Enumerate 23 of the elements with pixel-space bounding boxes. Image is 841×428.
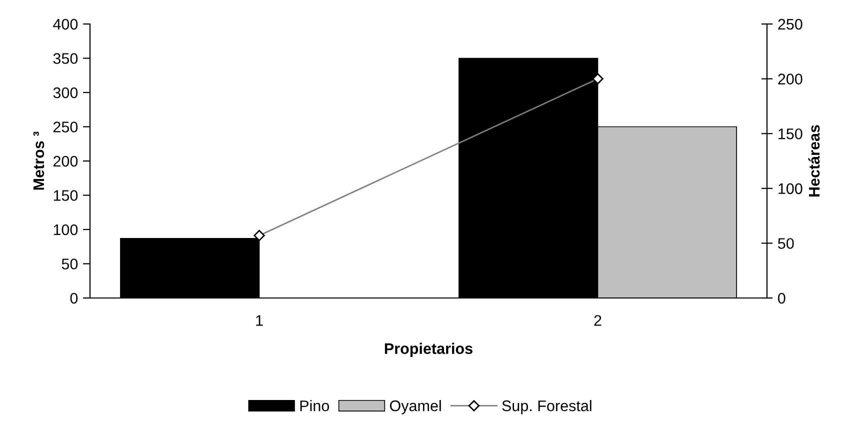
legend-label: Oyamel [390,400,441,414]
y-tick-label: 200 [53,156,78,167]
y-axis-title: Metros ³ [33,132,44,190]
y2-tick-label: 50 [778,238,794,249]
y2-tick-label: 100 [778,183,802,194]
x-axis-title: Propietarios [384,342,472,358]
legend-label: Sup. Forestal [502,400,592,414]
x-tick-label: 2 [594,315,602,326]
x-tick-label: 1 [256,315,263,326]
y2-tick-label: 150 [778,128,802,140]
y-tick-label: 250 [53,122,78,132]
y2-tick-label: 0 [778,292,786,304]
y2-axis-title: Hectáreas [808,125,820,196]
y2-tick-label: 250 [778,18,802,30]
legend-label: Pino [300,400,330,412]
y-tick-label: 150 [54,190,78,201]
y-tick-label: 400 [53,18,78,30]
y-tick-label: 300 [53,87,78,98]
y-tick-label: 350 [53,53,78,64]
y-tick-label: 100 [54,224,78,236]
y-tick-label: 50 [62,258,78,270]
y2-tick-label: 200 [778,74,802,84]
y-tick-label: 0 [70,292,78,304]
